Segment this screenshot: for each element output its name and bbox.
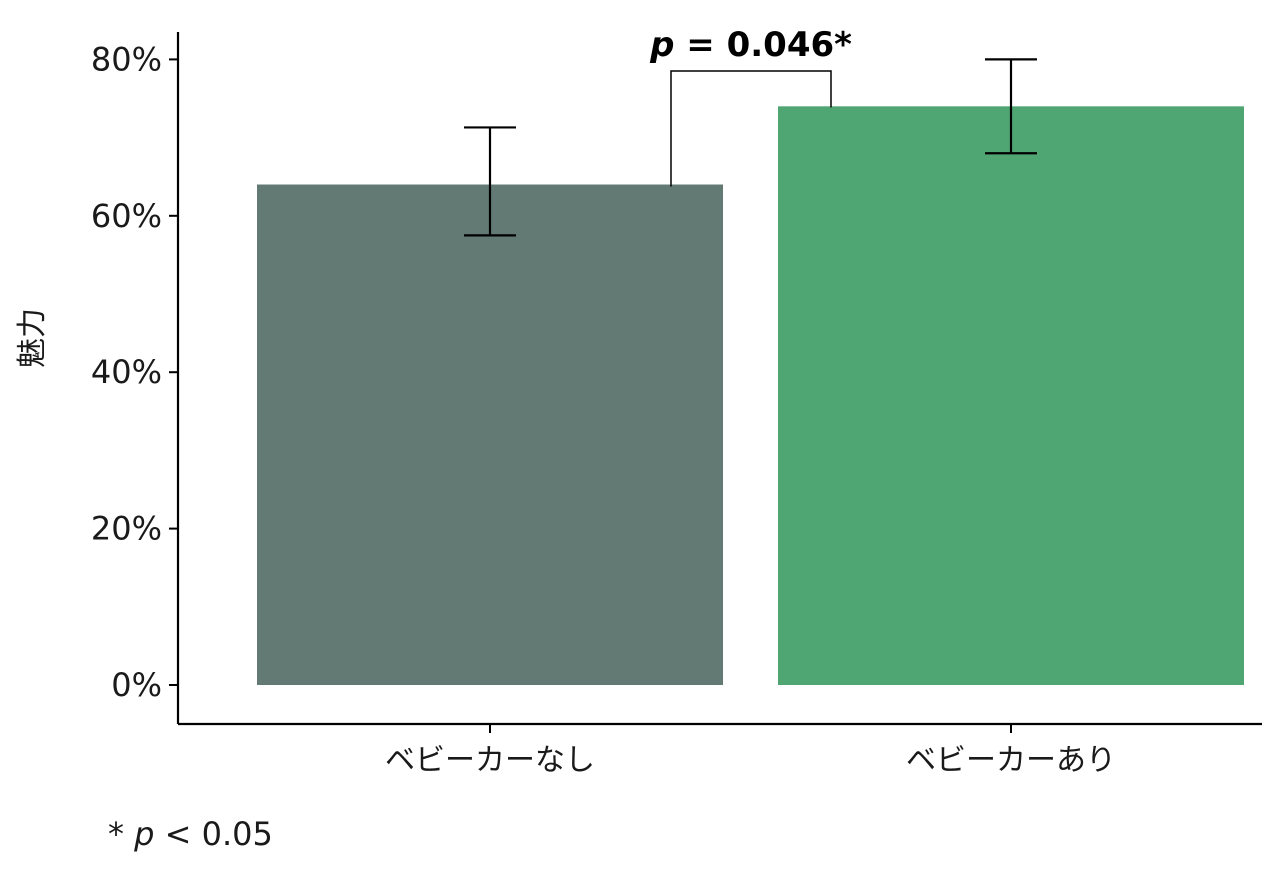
x-tick-label: ベビーカーなし	[385, 743, 595, 778]
x-tick-label: ベビーカーあり	[906, 743, 1116, 778]
p-value-annotation: p = 0.046*	[649, 25, 852, 65]
footnote-text: < 0.05	[154, 815, 272, 853]
p-value-symbol: p	[649, 25, 674, 65]
axes-group: 0% 20% 40% 60% 80% ベビーカーなし ベビーカーあり	[91, 32, 1262, 778]
bars-group	[257, 106, 1244, 685]
p-value-text: = 0.046*	[674, 25, 852, 65]
error-bar-1	[464, 126, 516, 237]
annotation-group: p = 0.046*	[649, 25, 852, 187]
error-bar-2	[985, 58, 1037, 155]
footnote-p-symbol: p	[133, 815, 154, 853]
footnote: * p < 0.05	[108, 815, 273, 853]
bar-2	[778, 106, 1244, 685]
bar-1	[257, 184, 723, 685]
y-tick-label: 60%	[91, 197, 162, 235]
significance-bracket	[670, 70, 832, 187]
y-tick-label: 0%	[111, 666, 162, 704]
footnote-star: *	[108, 815, 134, 853]
y-tick-label: 40%	[91, 353, 162, 391]
error-bars-group	[464, 58, 1037, 237]
y-tick-label: 20%	[91, 510, 162, 548]
y-axis-label: 魅力	[15, 308, 50, 368]
y-tick-label: 80%	[91, 40, 162, 78]
